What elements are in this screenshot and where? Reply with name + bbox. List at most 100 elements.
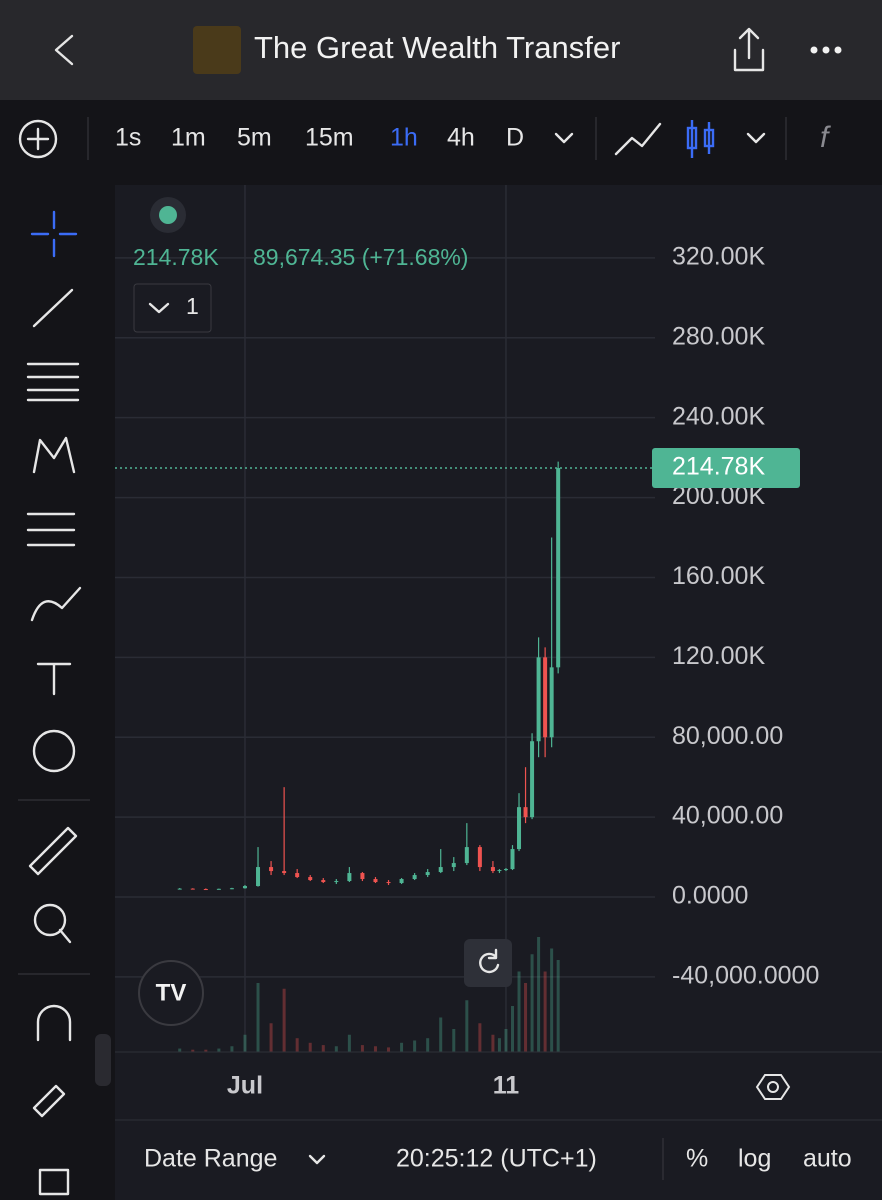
- candle-body: [386, 882, 391, 884]
- candle-body: [510, 849, 515, 870]
- interval-button[interactable]: D: [506, 124, 524, 152]
- volume-bar: [530, 954, 534, 1052]
- projection-tool[interactable]: [26, 512, 76, 547]
- volume-bar: [524, 983, 528, 1052]
- candle-chart-button[interactable]: [686, 120, 715, 158]
- legend-close: 214.78K: [133, 244, 219, 270]
- candle-body: [295, 873, 300, 878]
- magnet-tool[interactable]: [36, 1004, 72, 1042]
- volume-bar: [178, 1048, 182, 1052]
- candle-body: [497, 870, 502, 872]
- y-tick-label: -40,000.0000: [672, 962, 819, 990]
- candle-body: [373, 879, 378, 883]
- candle-body: [242, 886, 247, 889]
- emoji-tool[interactable]: [32, 729, 76, 773]
- trend-line-tool[interactable]: [32, 288, 74, 328]
- text-tool[interactable]: [36, 662, 72, 696]
- volume-bar: [491, 1034, 495, 1052]
- volume-bar: [243, 1034, 247, 1052]
- y-tick-label: 240.00K: [672, 402, 765, 430]
- volume-bar: [413, 1040, 417, 1052]
- last-price-badge: [652, 448, 800, 489]
- interval-button[interactable]: 1h: [390, 124, 418, 152]
- volume-bar: [269, 1023, 273, 1052]
- candle-body: [399, 879, 404, 884]
- indicator-toggle[interactable]: [133, 283, 212, 333]
- fib-tool[interactable]: [26, 362, 80, 402]
- header-title: The Great Wealth Transfer: [254, 30, 620, 65]
- volume-bar: [373, 1046, 377, 1052]
- candle-body: [177, 888, 182, 890]
- candle-body: [190, 888, 195, 890]
- tv-logo[interactable]: [138, 960, 204, 1026]
- add-indicator[interactable]: [18, 119, 58, 159]
- ruler-tool[interactable]: [28, 826, 78, 876]
- candle-body: [464, 847, 469, 864]
- lock-tool[interactable]: [38, 1168, 70, 1196]
- candle-body: [308, 877, 313, 881]
- y-tick-label: 40,000.00: [672, 802, 783, 830]
- log-toggle[interactable]: log: [738, 1145, 771, 1173]
- candle-body: [451, 863, 456, 868]
- legend-change: 89,674.35 (+71.68%): [253, 244, 468, 270]
- interval-button[interactable]: 4h: [447, 124, 475, 152]
- percent-toggle[interactable]: %: [686, 1145, 708, 1173]
- volume-bar: [550, 948, 554, 1052]
- candle-body: [536, 657, 541, 742]
- volume-bar: [537, 937, 541, 1052]
- x-tick-label: Jul: [227, 1072, 263, 1100]
- lock-drawing-tool[interactable]: [32, 1084, 66, 1118]
- interval-button[interactable]: 1m: [171, 124, 206, 152]
- clock: 20:25:12 (UTC+1): [396, 1145, 597, 1173]
- zoom-tool[interactable]: [33, 903, 67, 937]
- y-tick-label: 0.0000: [672, 882, 748, 910]
- candle-body: [412, 875, 417, 880]
- volume-bar: [256, 983, 260, 1052]
- tv-logo-mark: TV: [156, 979, 187, 1006]
- back-button[interactable]: [54, 34, 74, 66]
- volume-bar: [191, 1049, 195, 1052]
- interval-button[interactable]: 5m: [237, 124, 272, 152]
- y-tick-label: 120.00K: [672, 642, 765, 670]
- pattern-tool[interactable]: [32, 436, 76, 474]
- line-chart-button[interactable]: [614, 122, 662, 156]
- fx-button[interactable]: f: [820, 121, 831, 154]
- candle-body: [530, 741, 535, 818]
- candle-body: [321, 880, 326, 883]
- last-price-label: 214.78K: [672, 453, 765, 481]
- reset-button[interactable]: [464, 939, 512, 987]
- crosshair-tool[interactable]: [30, 210, 78, 258]
- volume-bar: [543, 971, 547, 1052]
- chart-type-menu[interactable]: [746, 132, 766, 144]
- volume-bar: [282, 988, 286, 1052]
- volume-bar: [439, 1017, 443, 1052]
- sidebar-toggle[interactable]: [95, 1034, 111, 1086]
- brush-tool[interactable]: [30, 586, 82, 622]
- status-dot: [159, 206, 177, 224]
- volume-bar: [426, 1038, 430, 1052]
- volume-bar: [347, 1034, 351, 1052]
- more-button[interactable]: [810, 46, 842, 54]
- volume-bar: [308, 1042, 312, 1052]
- volume-bar: [497, 1038, 501, 1052]
- candle-body: [549, 667, 554, 738]
- volume-bar: [321, 1045, 325, 1052]
- candle-body: [203, 889, 208, 891]
- share-button[interactable]: [733, 27, 765, 72]
- volume-bar: [517, 971, 521, 1052]
- interval-button[interactable]: 15m: [305, 124, 354, 152]
- interval-menu[interactable]: [554, 132, 574, 144]
- settings-button[interactable]: [755, 1074, 791, 1100]
- volume-bar: [334, 1046, 338, 1052]
- candle-body: [517, 807, 522, 850]
- volume-bar: [387, 1047, 391, 1052]
- volume-bar: [295, 1038, 299, 1052]
- candle-body: [425, 872, 430, 876]
- volume-bar: [230, 1046, 234, 1052]
- date-range[interactable]: Date Range: [144, 1145, 277, 1173]
- x-tick-label: 11: [493, 1072, 520, 1100]
- indicator-count: 1: [186, 293, 199, 319]
- interval-button[interactable]: 1s: [115, 124, 141, 152]
- auto-toggle[interactable]: auto: [803, 1145, 852, 1173]
